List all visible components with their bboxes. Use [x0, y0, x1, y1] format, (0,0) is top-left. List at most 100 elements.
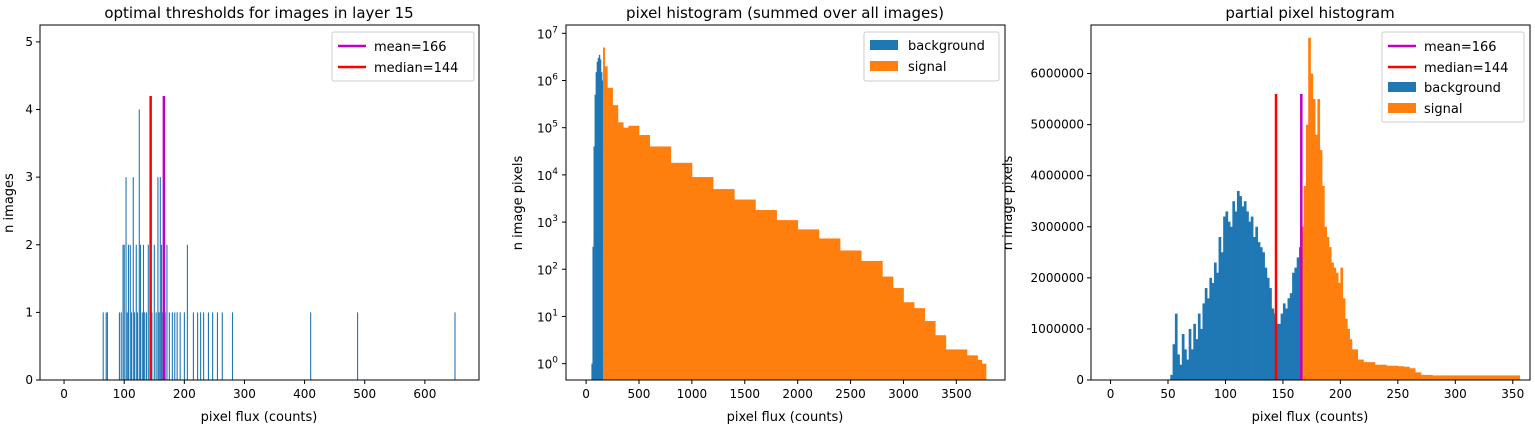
background-bar: [598, 54, 601, 380]
background-bar: [1207, 298, 1210, 380]
background-bar: [1271, 308, 1275, 380]
y-tick-label: 3000000: [1031, 220, 1084, 234]
bar: [159, 177, 161, 380]
background-bar: [1289, 293, 1293, 380]
background-bar: [1200, 328, 1203, 380]
bar: [157, 177, 159, 380]
y-tick-label: 1: [25, 305, 33, 319]
chart-partial-histogram: partial pixel histogram 0 50 100 150 200 250 3…: [1001, 4, 1531, 425]
signal-bar: [1420, 374, 1433, 380]
signal-bar: [1333, 267, 1337, 380]
background-bar: [1193, 323, 1196, 380]
signal-bar: [1403, 366, 1410, 380]
bar: [160, 244, 163, 380]
signal-bar: [892, 288, 904, 380]
signal-bar: [1397, 366, 1404, 380]
signal-bar: [1338, 282, 1341, 380]
signal-bar: [1501, 375, 1511, 380]
x-tick-label: 2000: [782, 387, 813, 401]
background-bar: [1232, 201, 1236, 380]
y-tick-label: 5: [25, 35, 33, 49]
signal-bar: [1340, 267, 1344, 380]
legend-median-label: median=144: [374, 61, 458, 76]
bar: [136, 312, 139, 380]
background-bar: [1285, 308, 1288, 380]
axis-ticks: 0 100 200 300 400 500 600 0 1 2 3 4 5: [25, 35, 436, 401]
background-bar: [1276, 323, 1279, 380]
plot-frame: [565, 24, 1006, 381]
overlay-lines: [149, 96, 166, 380]
bars: [1170, 37, 1521, 381]
background-bar: [1225, 211, 1229, 380]
x-tick-label: 600: [413, 387, 436, 401]
y-tick-label: 107: [537, 25, 558, 41]
bar: [122, 244, 124, 380]
signal-bar: [1347, 328, 1350, 380]
y-tick-label: 2: [25, 238, 33, 252]
signal-bar: [882, 276, 894, 380]
background-bar: [1264, 267, 1268, 380]
bar: [310, 312, 312, 380]
signal-bar: [1326, 236, 1330, 380]
signal-bar: [1312, 99, 1316, 380]
bar: [197, 312, 199, 380]
bar: [357, 312, 359, 380]
background-bar: [1296, 257, 1300, 380]
background-bar: [1209, 277, 1213, 380]
x-tick-label: 150: [1271, 387, 1294, 401]
signal-bar: [1432, 375, 1456, 380]
signal-bar: [1308, 37, 1311, 381]
background-bar: [1230, 226, 1233, 380]
signal-bar: [691, 177, 714, 380]
y-axis-label: n image pixels: [1001, 156, 1016, 251]
background-bar: [1292, 272, 1295, 380]
signal-bar: [1331, 262, 1334, 380]
bar: [216, 312, 218, 380]
background-bar: [1172, 344, 1176, 380]
background-bar: [1170, 374, 1173, 380]
signal-bar: [649, 146, 672, 380]
signal-bar: [861, 260, 883, 380]
y-tick-label: 104: [537, 167, 558, 183]
signal-bar: [1510, 375, 1521, 380]
background-bar: [1294, 267, 1298, 380]
y-tick-label: 0: [25, 373, 33, 387]
signal-bar: [1344, 318, 1348, 380]
bar: [454, 312, 456, 380]
signal-bar: [797, 229, 820, 380]
y-tick-label: 103: [537, 214, 558, 230]
x-tick-label: 0: [1107, 387, 1115, 401]
signal-bar: [1455, 375, 1479, 380]
y-tick-label: 3: [25, 170, 33, 184]
y-tick-label: 101: [537, 308, 558, 324]
signal-bar: [966, 355, 978, 380]
bar: [125, 177, 127, 380]
x-tick-label: 1000: [677, 387, 708, 401]
background-bar: [601, 80, 604, 380]
background-bar: [1287, 298, 1291, 380]
legend-signal-label: signal: [1424, 102, 1462, 117]
bar: [118, 312, 120, 380]
bar: [105, 312, 107, 380]
bar: [221, 312, 223, 380]
axis-ticks: 0 500 1000 1500 2000 2500 3000 3500 100 101 102 103…: [537, 25, 972, 401]
x-tick-label: 200: [1329, 387, 1352, 401]
background-bar: [1204, 288, 1208, 380]
background-bar: [1218, 236, 1222, 380]
signal-bar: [603, 47, 606, 381]
bar: [106, 312, 108, 380]
y-tick-label: 6000000: [1031, 67, 1084, 81]
bar: [158, 312, 160, 380]
x-axis-label: pixel flux (counts): [1252, 410, 1369, 425]
signal-bar: [713, 189, 735, 380]
background-bar: [1280, 313, 1284, 380]
background-bar: [1269, 288, 1272, 380]
chart-title: optimal thresholds for images in layer 1…: [104, 4, 413, 22]
signal-bar: [612, 105, 619, 381]
x-tick-label: 250: [1386, 387, 1409, 401]
bar: [141, 312, 143, 380]
bar: [123, 244, 125, 380]
signal-bar: [734, 199, 756, 380]
plot-frame: [39, 24, 480, 381]
signal-bar: [1319, 150, 1323, 380]
